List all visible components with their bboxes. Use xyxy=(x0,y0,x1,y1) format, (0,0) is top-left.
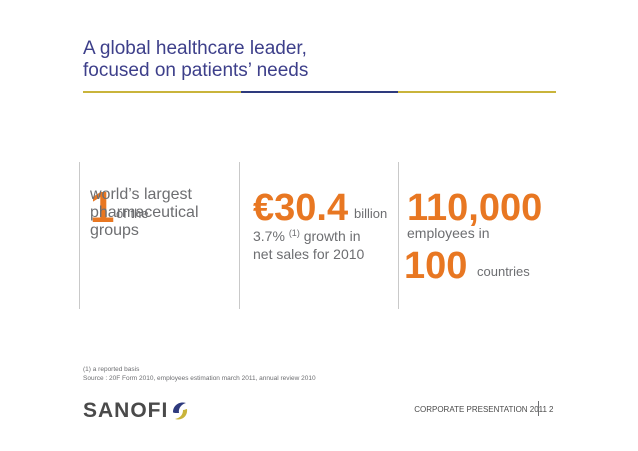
stat-leader-description: world’s largest pharmaceutical groups xyxy=(90,186,199,240)
stat-leader-desc-line3: groups xyxy=(90,222,139,239)
title-rule-left xyxy=(83,91,241,93)
stat-sales-description: 3.7% (1) growth in net sales for 2010 xyxy=(253,224,364,263)
stat-countries-number: 100 xyxy=(404,245,468,287)
slide-title-line2: focused on patients’ needs xyxy=(83,60,309,81)
column-divider-2 xyxy=(239,162,240,309)
footer-presentation-label: CORPORATE PRESENTATION 2011 xyxy=(414,405,547,414)
stat-sales-desc-line2: net sales for 2010 xyxy=(253,246,365,262)
stat-sales-desc-line1: 3.7% (1) growth in xyxy=(253,224,364,245)
slide-title-line1: A global healthcare leader, xyxy=(83,38,307,59)
footer-separator xyxy=(538,401,539,416)
stat-sales-unit: billion xyxy=(354,206,388,221)
footnote-source: Source : 20F Form 2010, employees estima… xyxy=(83,375,316,382)
logo-wordmark: SANOFI xyxy=(83,399,169,422)
stat-sales-growth-value: 3.7% xyxy=(253,228,285,244)
stat-employees-description: employees in xyxy=(407,225,490,241)
stat-employees-number: 110,000 xyxy=(407,187,543,229)
title-rule-right xyxy=(398,91,556,93)
title-rule-center xyxy=(241,91,398,93)
column-divider-3 xyxy=(398,162,399,309)
stat-countries-label: countries xyxy=(477,264,530,279)
stat-leader-unit: of the xyxy=(116,206,149,221)
footnote-basis: (1) a reported basis xyxy=(83,366,140,373)
stat-sales-footnote-ref: (1) xyxy=(288,228,300,238)
stat-leader-desc-line2: pharmaceutical xyxy=(90,204,199,221)
bird-logo-icon xyxy=(173,402,188,420)
stat-sales-number: €30.4 xyxy=(253,187,349,229)
page-number: 2 xyxy=(549,405,554,414)
stat-leader: 1 of the xyxy=(90,183,149,232)
column-divider-1 xyxy=(79,162,80,309)
stat-leader-number: 1 xyxy=(90,183,115,232)
stat-leader-desc-line1: world’s largest xyxy=(90,186,192,203)
slide-title: A global healthcare leader, focused on p… xyxy=(83,38,308,82)
stat-sales-growth-text: growth in xyxy=(303,228,361,244)
sanofi-logo: SANOFI xyxy=(83,399,188,422)
